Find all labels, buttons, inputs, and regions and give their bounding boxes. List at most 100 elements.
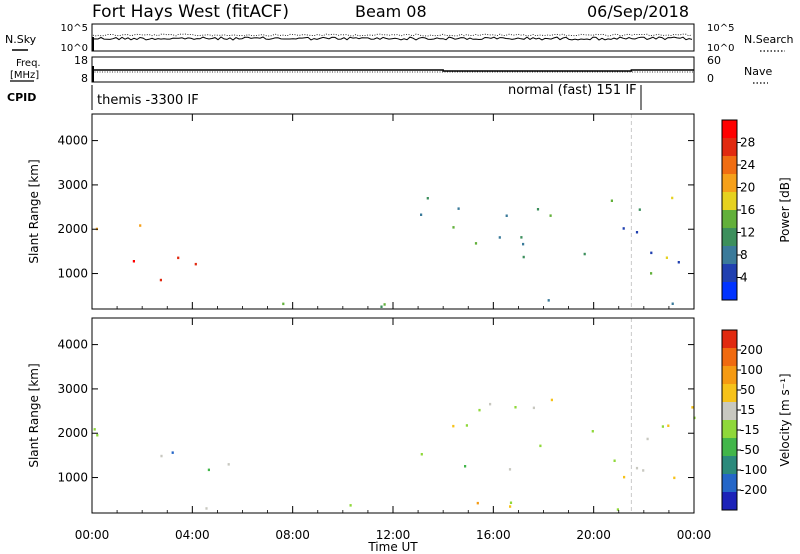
- freq-label-line1: Freq.: [16, 58, 41, 69]
- y-tick-label: 4000: [57, 338, 88, 352]
- scatter-cell: [547, 299, 550, 302]
- scatter-cell: [661, 425, 664, 428]
- time-tick-labels: 00:00 04:00 08:00 12:00 16:00 20:00 00:00: [75, 528, 712, 542]
- beam-title: Beam 08: [355, 2, 427, 21]
- x-tick-label: 04:00: [175, 528, 210, 542]
- scatter-cell: [610, 199, 613, 202]
- nsearch-label: N.Search: [744, 33, 794, 46]
- colorbar-segment: [722, 138, 737, 156]
- power-scatter-data: [95, 114, 680, 309]
- scatter-cell: [426, 197, 429, 200]
- y-tick-label: 4000: [57, 134, 88, 148]
- velocity-frame: [91, 317, 695, 514]
- scatter-cell: [207, 468, 210, 472]
- colorbar-tick-label: -100: [740, 463, 767, 477]
- nsearch-trace: [91, 33, 693, 37]
- colorbar-segment: [722, 492, 737, 510]
- scatter-cell: [476, 501, 479, 505]
- colorbar-tick-label: 24: [740, 158, 755, 172]
- y-tick-label: 1000: [57, 267, 88, 281]
- scatter-cell: [520, 236, 523, 239]
- scatter-cell: [671, 196, 674, 200]
- scatter-cell: [96, 434, 99, 437]
- date-title: 06/Sep/2018: [587, 2, 689, 21]
- scatter-cell: [622, 227, 625, 230]
- scatter-cell: [227, 463, 230, 466]
- scatter-cell: [650, 251, 653, 255]
- scatter-cell: [642, 469, 645, 472]
- velocity-axes: 1000 2000 3000 4000: [57, 318, 695, 513]
- scatter-cell: [667, 424, 670, 427]
- velocity-colorbar: 200 100 50 15 -15 -50 -100 -200: [721, 329, 767, 511]
- scatter-cell: [550, 398, 553, 402]
- scatter-cell: [539, 444, 542, 448]
- scatter-cell: [505, 214, 508, 217]
- cpid-label: CPID: [7, 91, 36, 104]
- colorbar-tick-label: -15: [740, 423, 760, 437]
- scatter-cell: [508, 468, 512, 471]
- freq-traces: [92, 66, 694, 82]
- x-tick-label: 16:00: [476, 528, 511, 542]
- y-tick-label: 2000: [57, 222, 88, 236]
- scatter-cell: [478, 408, 481, 412]
- scatter-cell: [457, 207, 460, 210]
- scatter-cell: [583, 252, 586, 256]
- noise-left-tick-top: 10^5: [61, 23, 88, 34]
- scatter-cell: [638, 208, 641, 211]
- scatter-cell: [522, 242, 525, 246]
- velocity-scatter-data: [93, 318, 696, 513]
- colorbar-segment: [722, 264, 737, 282]
- power-colorbar-label: Power [dB]: [778, 177, 792, 242]
- scatter-cell: [194, 262, 197, 266]
- colorbar-segment: [722, 348, 737, 366]
- power-frame: [91, 113, 695, 310]
- y-tick-label: 3000: [57, 382, 88, 396]
- x-tick-label: 00:00: [677, 528, 712, 542]
- power-panel: 1000 2000 3000 4000 Slant Range [km]: [27, 113, 695, 310]
- noise-right-tick-top: 10^5: [707, 23, 734, 34]
- y-tick-label: 1000: [57, 471, 88, 485]
- scatter-cell: [532, 406, 535, 410]
- scatter-cell: [177, 256, 180, 260]
- freq-label-line2: [MHz]: [10, 70, 39, 81]
- freq-right-tick-bottom: 0: [707, 72, 714, 85]
- cpid-left-label: themis -3300 IF: [97, 93, 199, 108]
- colorbar-segment: [722, 402, 737, 420]
- scatter-cell: [514, 406, 517, 409]
- y-tick-label: 3000: [57, 178, 88, 192]
- colorbar-segment: [722, 438, 737, 456]
- freq-left-tick-top: 18: [74, 54, 88, 67]
- colorbar-segment: [722, 228, 737, 246]
- colorbar-segment: [722, 456, 737, 474]
- x-tick-label: 08:00: [275, 528, 310, 542]
- nsky-trace: [91, 36, 693, 41]
- x-tick-label: 20:00: [576, 528, 611, 542]
- nave-label: Nave: [744, 65, 772, 78]
- scatter-cell: [522, 255, 525, 259]
- freq-trace: [92, 69, 694, 72]
- colorbar-tick-label: 28: [740, 136, 755, 150]
- power-axes: 1000 2000 3000 4000: [57, 114, 695, 309]
- colorbar-segment: [722, 366, 737, 384]
- colorbar-segment: [722, 474, 737, 492]
- colorbar-tick-label: 50: [740, 383, 755, 397]
- velocity-colorbar-label: Velocity [m s⁻¹]: [778, 373, 792, 466]
- scatter-cell: [536, 208, 540, 211]
- noise-left-tick-bottom: 10^0: [61, 43, 88, 54]
- scatter-cell: [420, 453, 423, 456]
- colorbar-tick-label: 12: [740, 226, 755, 240]
- colorbar-tick-label: 15: [740, 403, 755, 417]
- noise-right-tick-bottom: 10^0: [707, 43, 734, 54]
- colorbar-segment: [722, 330, 737, 348]
- scatter-cell: [420, 213, 423, 216]
- scatter-cell: [465, 424, 468, 427]
- scatter-cell: [159, 278, 162, 282]
- nsky-label: N.Sky: [5, 33, 37, 46]
- scatter-cell: [650, 272, 653, 275]
- scatter-cell: [383, 303, 386, 306]
- freq-left-tick-bottom: 8: [81, 72, 88, 85]
- colorbar-segment: [722, 282, 737, 300]
- scatter-cell: [464, 465, 467, 468]
- scatter-cell: [509, 501, 513, 504]
- scatter-cell: [160, 454, 163, 458]
